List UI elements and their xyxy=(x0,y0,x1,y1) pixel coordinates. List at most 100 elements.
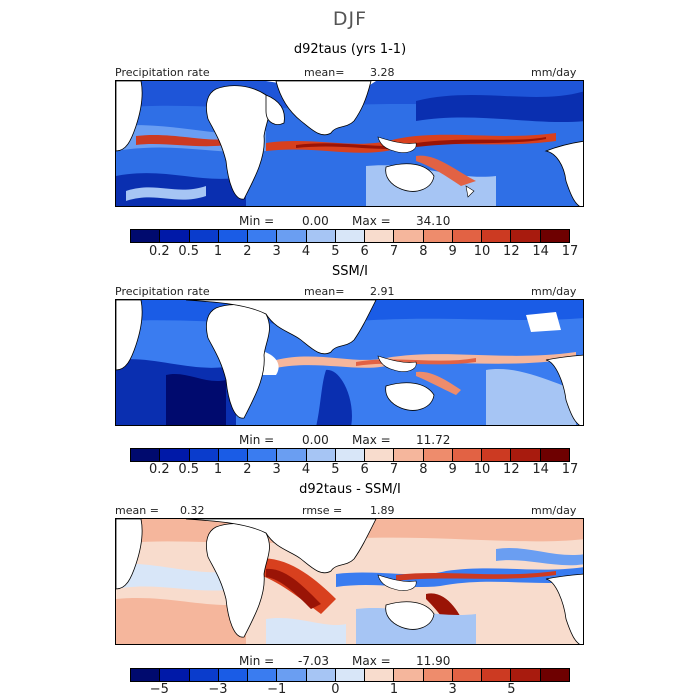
colorbar-tick-label: 2 xyxy=(243,244,252,259)
colorbar-swatch xyxy=(306,669,336,681)
colorbar-tick-label: 9 xyxy=(448,462,457,477)
colorbar-tick-label: −3 xyxy=(208,682,228,697)
colorbar-swatch xyxy=(277,669,307,681)
colorbar-tick-label: −5 xyxy=(149,682,169,697)
colorbar-swatch xyxy=(365,230,395,242)
colorbar-swatch xyxy=(511,669,541,681)
colorbar-tick-label: 4 xyxy=(301,462,311,477)
colorbar-tick-label: 10 xyxy=(473,244,491,259)
colorbar-tick-label: 5 xyxy=(331,244,340,259)
colorbar-swatch xyxy=(452,669,483,681)
colorbar-swatch xyxy=(423,230,453,242)
colorbar-tick-label: 3 xyxy=(448,682,457,697)
panel-1-max-value: 34.10 xyxy=(416,214,451,228)
colorbar-tick-label: 7 xyxy=(389,244,399,259)
colorbar-tick-label: 1 xyxy=(389,682,399,697)
colorbar-tick-label: 17 xyxy=(561,462,579,477)
colorbar-tick-label: 0.2 xyxy=(148,462,170,477)
colorbar-swatch xyxy=(394,230,424,242)
colorbar-swatch xyxy=(482,449,512,461)
colorbar-swatch xyxy=(160,449,190,461)
colorbar-tick-label: 7 xyxy=(389,462,399,477)
panel-3-rmse-value: 1.89 xyxy=(370,504,395,517)
colorbar-tick-label: 6 xyxy=(360,244,369,259)
panel-2-mean-label: mean= xyxy=(304,285,345,298)
colorbar-swatch xyxy=(540,669,569,681)
panel-2-title: SSM/I xyxy=(332,264,368,279)
colorbar-swatch xyxy=(482,669,512,681)
colorbar-swatch xyxy=(218,230,249,242)
panel-3-colorbar xyxy=(130,668,570,682)
colorbar-tick-label: 0.5 xyxy=(178,462,199,477)
colorbar-swatch xyxy=(335,230,366,242)
panel-3-mean-label: mean = xyxy=(115,504,159,517)
panel-2-min-value: 0.00 xyxy=(302,433,329,447)
colorbar-tick-label: 0.2 xyxy=(148,244,170,259)
colorbar-tick-label: 12 xyxy=(503,462,520,477)
colorbar-swatch xyxy=(540,230,569,242)
panel-3-max-value: 11.90 xyxy=(416,654,451,668)
colorbar-tick-label: 12 xyxy=(503,244,520,259)
colorbar-tick-label: 17 xyxy=(561,244,579,259)
panel-2-min-label: Min = xyxy=(239,433,275,447)
colorbar-swatch xyxy=(423,449,453,461)
panel-2-field-label: Precipitation rate xyxy=(115,285,210,298)
colorbar-swatch xyxy=(511,230,541,242)
panel-1-mean-label: mean= xyxy=(304,66,345,79)
colorbar-tick-label: 0.5 xyxy=(178,244,199,259)
colorbar-swatch xyxy=(482,230,512,242)
colorbar-swatch xyxy=(511,449,541,461)
colorbar-swatch xyxy=(131,230,161,242)
colorbar-swatch xyxy=(335,449,366,461)
panel-1-title: d92taus (yrs 1-1) xyxy=(293,42,407,57)
colorbar-swatch xyxy=(248,669,278,681)
colorbar-tick-label: 1 xyxy=(213,244,223,259)
colorbar-swatch xyxy=(306,449,336,461)
panel-1-max-label: Max = xyxy=(352,214,391,228)
colorbar-swatch xyxy=(160,230,190,242)
panel-3-title: d92taus - SSM/I xyxy=(299,482,401,497)
panel-3-max-label: Max = xyxy=(352,654,391,668)
panel-3-units: mm/day xyxy=(531,504,577,517)
panel-1-units: mm/day xyxy=(531,66,577,79)
colorbar-swatch xyxy=(248,449,278,461)
colorbar-swatch xyxy=(189,449,219,461)
colorbar-tick-label: 0 xyxy=(331,682,340,697)
colorbar-tick-label: 5 xyxy=(331,462,340,477)
colorbar-tick-label: −1 xyxy=(267,682,287,697)
colorbar-swatch xyxy=(306,230,336,242)
colorbar-swatch xyxy=(540,449,569,461)
panel-1-map xyxy=(115,80,584,207)
figure-title: DJF xyxy=(332,8,368,30)
colorbar-tick-label: 9 xyxy=(448,244,457,259)
colorbar-tick-label: 2 xyxy=(243,462,252,477)
colorbar-tick-label: 8 xyxy=(419,244,428,259)
panel-3-min-label: Min = xyxy=(239,654,275,668)
colorbar-swatch xyxy=(189,230,219,242)
panel-1-min-value: 0.00 xyxy=(302,214,329,228)
colorbar-swatch xyxy=(277,449,307,461)
panel-2-map xyxy=(115,299,584,426)
colorbar-swatch xyxy=(394,449,424,461)
colorbar-tick-label: 14 xyxy=(532,462,549,477)
colorbar-tick-label: 10 xyxy=(473,462,491,477)
panel-3-min-value: -7.03 xyxy=(298,654,330,668)
colorbar-swatch xyxy=(189,669,219,681)
panel-2-max-value: 11.72 xyxy=(416,433,451,447)
colorbar-swatch xyxy=(423,669,453,681)
colorbar-tick-label: 8 xyxy=(419,462,428,477)
panel-2-max-label: Max = xyxy=(352,433,391,447)
panel-2-units: mm/day xyxy=(531,285,577,298)
colorbar-swatch xyxy=(394,669,424,681)
panel-2-mean-value: 2.91 xyxy=(370,285,395,298)
colorbar-tick-label: 5 xyxy=(507,682,516,697)
panel-3-rmse-label: rmse = xyxy=(302,504,343,517)
colorbar-swatch xyxy=(218,669,249,681)
colorbar-tick-label: 6 xyxy=(360,462,369,477)
colorbar-swatch xyxy=(160,669,190,681)
panel-2-colorbar xyxy=(130,448,570,462)
colorbar-swatch xyxy=(452,449,483,461)
panel-1-min-label: Min = xyxy=(239,214,275,228)
colorbar-tick-label: 1 xyxy=(213,462,223,477)
colorbar-swatch xyxy=(335,669,366,681)
